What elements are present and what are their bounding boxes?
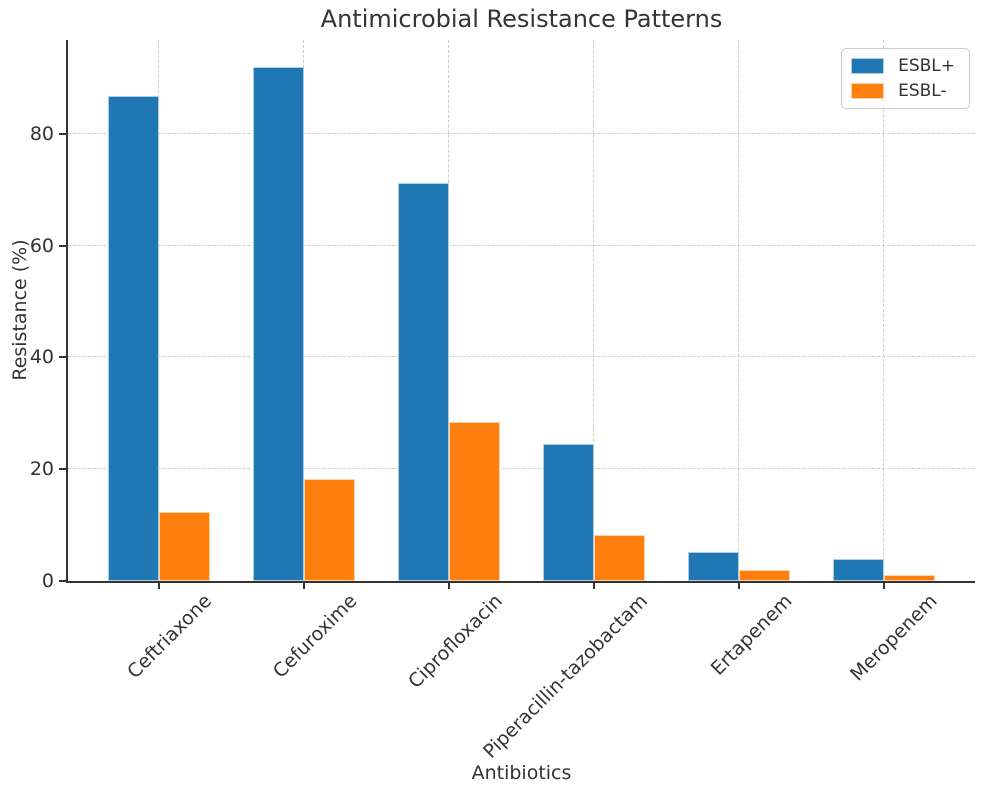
x-tick-cefuroxime	[303, 583, 305, 589]
chart-title: Antimicrobial Resistance Patterns	[320, 5, 723, 33]
bar-esbl-negative-ceftriaxone	[159, 511, 210, 581]
y-axis-line	[66, 40, 68, 583]
y-tick-label-80: 80	[29, 122, 54, 145]
y-tick-label-40: 40	[29, 346, 54, 369]
bar-esbl-negative-ciprofloxacin	[449, 421, 500, 581]
y-tick-label-60: 60	[29, 234, 54, 257]
gridline-horizontal-20	[68, 468, 975, 470]
y-tick-80	[59, 132, 66, 135]
x-axis-line	[66, 581, 975, 583]
x-tick-ceftriaxone	[158, 583, 160, 589]
plot-area: 0 20 40 60 80 Ceftriaxone Cefuroxime Ciprofloxa…	[30, 40, 975, 763]
bar-esbl-positive-ciprofloxacin	[398, 182, 449, 581]
legend-label-esbl-positive: ESBL+	[898, 56, 955, 76]
legend: ESBL+ ESBL-	[841, 48, 970, 109]
legend-item-esbl-negative: ESBL-	[851, 82, 955, 100]
legend-label-esbl-negative: ESBL-	[898, 81, 947, 101]
bar-esbl-negative-meropenem	[884, 574, 935, 581]
bar-esbl-positive-piperacillin-tazobactam	[543, 443, 594, 581]
y-tick-60	[59, 244, 66, 247]
bar-esbl-negative-ertapenem	[739, 569, 790, 581]
bar-esbl-positive-cefuroxime	[253, 66, 304, 581]
x-axis-label: Antibiotics	[471, 762, 572, 784]
y-tick-20	[59, 468, 66, 471]
x-tick-label-ciprofloxacin: Ciprofloxacin	[403, 590, 507, 693]
x-tick-label-ceftriaxone: Ceftriaxone	[123, 590, 217, 683]
bar-esbl-positive-meropenem	[833, 559, 884, 581]
gridline-horizontal-60	[68, 244, 975, 246]
bar-esbl-positive-ertapenem	[688, 551, 739, 581]
legend-item-esbl-positive: ESBL+	[851, 57, 955, 75]
y-tick-label-0: 0	[41, 570, 54, 592]
gridline-vertical-meropenem	[883, 40, 884, 581]
x-tick-ciprofloxacin	[448, 583, 450, 589]
x-tick-label-meropenem: Meropenem	[846, 590, 942, 686]
legend-swatch-esbl-negative	[851, 83, 885, 99]
y-tick-0	[59, 580, 66, 582]
bar-esbl-negative-piperacillin-tazobactam	[594, 535, 645, 581]
bar-esbl-negative-cefuroxime	[304, 479, 355, 581]
x-tick-piperacillin-tazobactam	[593, 583, 595, 589]
gridline-vertical-piperacillin-tazobactam	[593, 40, 594, 581]
x-tick-label-piperacillin-tazobactam: Piperacillin-tazobactam	[478, 590, 652, 763]
x-tick-ertapenem	[738, 583, 740, 589]
legend-swatch-esbl-positive	[851, 58, 885, 74]
x-tick-label-ertapenem: Ertapenem	[706, 590, 797, 680]
gridline-vertical-ertapenem	[738, 40, 739, 581]
x-tick-meropenem	[883, 583, 885, 589]
gridline-horizontal-40	[68, 356, 975, 358]
gridline-horizontal-80	[68, 132, 975, 134]
y-tick-40	[59, 356, 66, 359]
x-tick-label-cefuroxime: Cefuroxime	[269, 590, 362, 683]
bar-esbl-positive-ceftriaxone	[108, 95, 159, 581]
y-tick-label-20: 20	[29, 458, 54, 481]
